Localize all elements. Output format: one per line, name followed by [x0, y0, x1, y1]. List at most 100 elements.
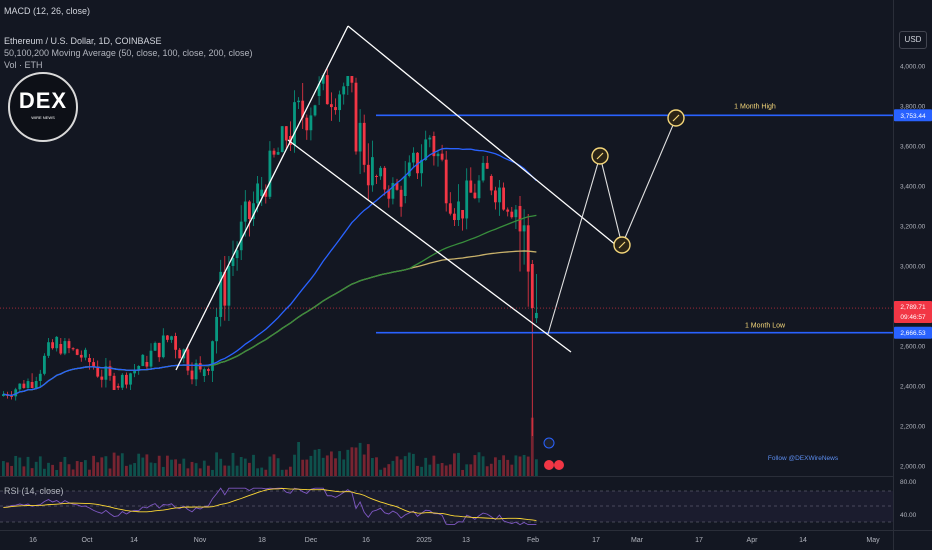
- candle-body: [416, 152, 419, 174]
- x-axis-tick-label: 14: [799, 537, 807, 544]
- channel-upper-right: [347, 25, 623, 251]
- candle-body: [494, 190, 497, 203]
- candle-body: [202, 369, 206, 376]
- volume-bar: [371, 458, 374, 476]
- volume-bar: [55, 469, 59, 476]
- x-axis-tick-label: May: [866, 537, 880, 544]
- candle-body: [108, 366, 112, 376]
- volume-bar: [457, 452, 460, 476]
- candle-body: [10, 395, 13, 397]
- volume-bar: [215, 452, 218, 476]
- last-price-badge-bg: [894, 301, 932, 324]
- volume-bar: [116, 455, 120, 476]
- candle-body: [457, 201, 460, 221]
- y-axis-tick-label: 3,400.00: [900, 184, 926, 191]
- candle-body: [38, 373, 42, 382]
- volume-bar: [104, 456, 108, 476]
- projection-arrow-icon: [672, 114, 680, 122]
- candle-body: [362, 122, 366, 165]
- volume-bar: [133, 463, 136, 476]
- volume-bar: [465, 464, 469, 476]
- candle-body: [227, 266, 231, 306]
- volume-bar: [38, 456, 42, 476]
- volume-bar: [252, 454, 255, 476]
- candle-body: [161, 335, 165, 358]
- volume-bar: [432, 455, 436, 476]
- candle-body: [14, 389, 18, 397]
- candle-body: [190, 370, 194, 380]
- volume-bar: [395, 456, 399, 476]
- volume-bar: [297, 442, 300, 476]
- volume-bar: [137, 453, 141, 476]
- candle-body: [79, 354, 83, 358]
- candle-body: [469, 180, 473, 193]
- candle-body: [280, 126, 284, 153]
- volume-bar: [264, 469, 268, 476]
- candle-body: [71, 348, 75, 350]
- month-low-badge-bg: [894, 326, 932, 339]
- month-high-badge-bg: [894, 109, 932, 122]
- candle-body: [514, 209, 518, 218]
- volume-bar: [424, 457, 428, 476]
- candle-body: [219, 271, 223, 317]
- volume-bar: [494, 457, 497, 476]
- candle-body: [366, 164, 370, 186]
- volume-bar: [22, 466, 26, 476]
- candle-body: [84, 349, 87, 358]
- currency-button[interactable]: USD: [899, 31, 927, 49]
- y-axis-tick-label: 3,200.00: [900, 224, 926, 231]
- candle-body: [260, 189, 264, 196]
- candle-body: [26, 381, 30, 388]
- volume-bar: [67, 464, 71, 476]
- candle-body: [256, 183, 259, 204]
- candle-body: [510, 211, 514, 218]
- candle-body: [166, 335, 169, 340]
- candle-body: [194, 363, 198, 380]
- candle-body: [252, 203, 255, 219]
- flag-marker-icon: [544, 460, 554, 470]
- volume-bar: [63, 456, 67, 476]
- rsi-legend[interactable]: RSI (14, close): [4, 486, 64, 496]
- candle-body: [342, 86, 346, 95]
- moving-average-legend[interactable]: 50,100,200 Moving Average (50, close, 10…: [4, 48, 253, 58]
- candle-body: [465, 180, 469, 219]
- dex-logo: DEX WIRE NEWS: [8, 72, 78, 142]
- candle-body: [334, 107, 337, 111]
- volume-bar: [112, 452, 116, 476]
- ma50-line: [3, 147, 537, 397]
- volume-bar: [256, 468, 259, 476]
- candle-body: [420, 160, 423, 174]
- volume-bar: [18, 457, 22, 476]
- volume-legend[interactable]: Vol · ETH: [4, 60, 43, 70]
- x-axis-tick-label: 17: [695, 537, 703, 544]
- volume-bar: [272, 454, 276, 476]
- y-axis-tick-label: 2,400.00: [900, 384, 926, 391]
- candle-body: [59, 344, 63, 354]
- volume-bar: [313, 449, 317, 476]
- volume-bar: [428, 464, 432, 476]
- volume-bar: [366, 444, 370, 476]
- candle-body: [440, 153, 444, 160]
- volume-bar: [284, 469, 288, 476]
- candle-body: [383, 167, 387, 190]
- volume-bar: [526, 456, 530, 476]
- volume-bar: [186, 468, 190, 476]
- candle-body: [477, 180, 481, 199]
- y-axis-tick-label: 3,000.00: [900, 264, 926, 271]
- volume-bar: [84, 460, 87, 476]
- projection-arrow-icon: [618, 241, 626, 249]
- symbol-legend[interactable]: Ethereum / U.S. Dollar, 1D, COINBASE: [4, 36, 162, 46]
- volume-bar: [375, 457, 378, 476]
- candle-body: [198, 363, 202, 370]
- y-axis-tick-label: 2,600.00: [900, 344, 926, 351]
- candle-body: [325, 75, 329, 105]
- candle-body: [428, 137, 432, 140]
- volume-bar: [129, 464, 132, 476]
- candle-body: [43, 355, 46, 374]
- x-axis-tick-label: 16: [29, 537, 37, 544]
- volume-bar: [14, 455, 18, 476]
- candle-body: [264, 189, 268, 197]
- candle-body: [157, 342, 161, 358]
